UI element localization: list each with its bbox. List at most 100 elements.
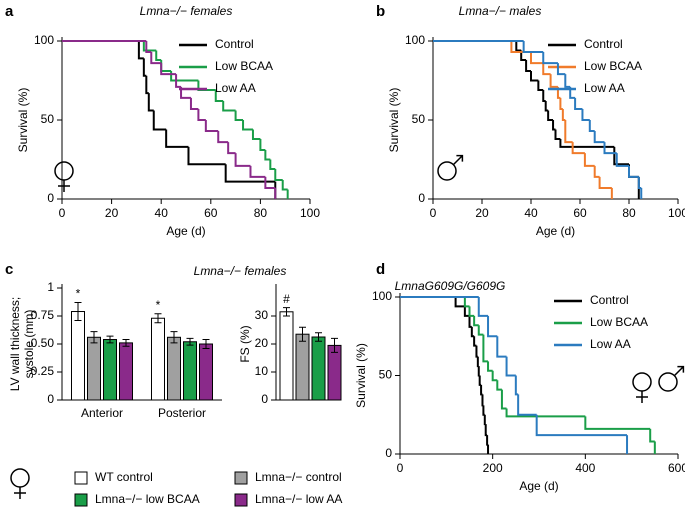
survival-step bbox=[559, 97, 563, 110]
survival-step bbox=[150, 52, 162, 65]
annotation: # bbox=[283, 292, 290, 306]
survival-step bbox=[571, 142, 585, 155]
survival-step bbox=[559, 138, 615, 148]
x-tick-label: 60 bbox=[204, 206, 218, 220]
y-axis-label: FS (%) bbox=[238, 325, 252, 362]
survival-step bbox=[542, 52, 558, 65]
survival-step bbox=[615, 153, 629, 167]
survival-step bbox=[486, 435, 489, 446]
x-tick-label: 40 bbox=[524, 206, 538, 220]
survival-step bbox=[500, 389, 507, 410]
y-tick-label: 0.50 bbox=[31, 336, 55, 350]
survival-step bbox=[542, 89, 546, 103]
bar bbox=[71, 311, 85, 401]
survival-step bbox=[583, 153, 595, 167]
survival-step bbox=[463, 297, 470, 308]
survival-step bbox=[537, 80, 544, 91]
y-tick-label: 50 bbox=[41, 112, 55, 126]
survival-step bbox=[187, 146, 226, 166]
chart-title: Lmna−/− males bbox=[459, 4, 542, 18]
survival-step bbox=[581, 108, 590, 121]
y-tick-label: 0 bbox=[261, 392, 268, 406]
legend-label: Low AA bbox=[584, 81, 625, 95]
error-bar bbox=[186, 337, 194, 346]
y-tick-label: 0 bbox=[418, 191, 425, 205]
survival-step bbox=[547, 110, 554, 121]
survival-step bbox=[463, 306, 470, 317]
female-symbol bbox=[10, 468, 30, 488]
error-bar bbox=[283, 307, 290, 317]
bar bbox=[279, 311, 294, 401]
x-tick-label: Anterior bbox=[81, 406, 123, 420]
y-tick-label: 0.25 bbox=[31, 364, 55, 378]
female-symbol bbox=[54, 161, 74, 181]
survival-step bbox=[554, 129, 561, 140]
survival-step bbox=[505, 408, 586, 418]
survival-step bbox=[484, 424, 488, 437]
survival-step bbox=[224, 164, 276, 183]
legend-label: Low AA bbox=[590, 337, 631, 351]
survival-step bbox=[522, 41, 544, 54]
survival-step bbox=[496, 380, 502, 391]
survival-step bbox=[514, 375, 519, 396]
survival-step bbox=[603, 142, 617, 155]
x-tick-label: 80 bbox=[622, 206, 636, 220]
survival-step bbox=[197, 108, 206, 121]
x-tick-label: Posterior bbox=[158, 406, 206, 420]
survival-step bbox=[242, 120, 253, 131]
legend-swatch bbox=[74, 493, 88, 507]
chart-title: Lmna−/− females bbox=[194, 264, 287, 278]
x-tick-label: 20 bbox=[105, 206, 119, 220]
survival-step bbox=[515, 41, 522, 52]
x-axis-label: Age (d) bbox=[166, 224, 205, 238]
error-bar bbox=[331, 337, 338, 353]
bar bbox=[199, 343, 213, 401]
chart-title: Lmna−/− females bbox=[140, 4, 233, 18]
survival-step bbox=[520, 50, 527, 61]
survival-step bbox=[535, 414, 628, 437]
error-bar bbox=[106, 335, 114, 344]
x-tick-label: 400 bbox=[575, 461, 595, 475]
survival-step bbox=[234, 110, 244, 121]
survival-step bbox=[542, 63, 551, 76]
survival-step bbox=[476, 356, 479, 368]
male-symbol bbox=[437, 161, 457, 181]
survival-step bbox=[142, 58, 147, 77]
survival-step bbox=[475, 345, 478, 358]
survival-step bbox=[214, 89, 224, 103]
survival-step bbox=[468, 315, 472, 328]
survival-step bbox=[564, 120, 573, 144]
error-bar bbox=[122, 339, 130, 347]
survival-step bbox=[222, 101, 236, 112]
legend-label: Control bbox=[584, 37, 623, 51]
survival-step bbox=[628, 165, 639, 178]
survival-step bbox=[454, 297, 465, 308]
survival-step bbox=[470, 326, 475, 338]
y-axis-label: Survival (%) bbox=[16, 88, 30, 153]
x-tick-label: 0 bbox=[59, 206, 66, 220]
survival-step bbox=[556, 63, 566, 76]
y-tick-label: 0 bbox=[47, 392, 54, 406]
survival-step bbox=[189, 97, 199, 110]
survival-step bbox=[152, 110, 167, 131]
error-bar bbox=[90, 331, 98, 344]
x-tick-label: 100 bbox=[668, 206, 685, 220]
survival-step bbox=[264, 176, 276, 189]
survival-step bbox=[234, 153, 251, 167]
survival-step bbox=[155, 50, 162, 61]
legend-label: Control bbox=[215, 37, 254, 51]
x-tick-label: 40 bbox=[155, 206, 169, 220]
y-axis-label: Survival (%) bbox=[354, 343, 368, 408]
survival-step bbox=[482, 405, 485, 416]
survival-step bbox=[251, 129, 261, 140]
bar bbox=[295, 333, 310, 401]
male-symbol bbox=[658, 372, 678, 392]
female-symbol bbox=[58, 180, 70, 192]
survival-step bbox=[637, 176, 642, 189]
x-tick-label: 100 bbox=[300, 206, 320, 220]
survival-step bbox=[481, 394, 484, 407]
survival-step bbox=[593, 165, 600, 178]
bar bbox=[87, 336, 101, 401]
survival-step bbox=[552, 120, 556, 131]
